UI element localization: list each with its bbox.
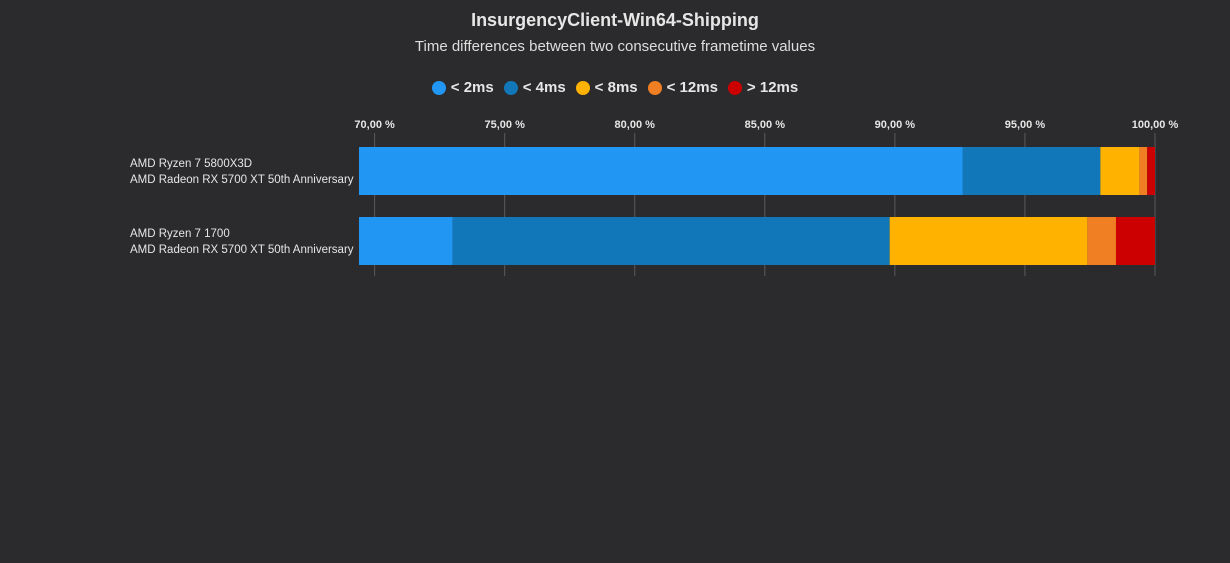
- legend-marker: [647, 80, 662, 95]
- x-tick-label: 75,00 %: [484, 119, 525, 131]
- legend-label: < 12ms: [666, 79, 718, 96]
- bar-segment[interactable]: [1115, 217, 1155, 265]
- bar-segment[interactable]: [1100, 147, 1140, 195]
- legend-marker: [575, 80, 590, 95]
- category-label-line1: AMD Ryzen 7 1700: [130, 228, 230, 240]
- legend-label: < 2ms: [450, 79, 494, 96]
- legend-marker: [503, 80, 518, 95]
- chart-title: InsurgencyClient-Win64-Shipping: [471, 10, 759, 30]
- legend-item-gt12ms[interactable]: > 12ms: [727, 79, 799, 96]
- category-label-line2: AMD Radeon RX 5700 XT 50th Anniversary: [130, 244, 354, 256]
- bar-segment[interactable]: [359, 217, 453, 265]
- x-tick-label: 100,00 %: [1132, 119, 1179, 131]
- bar-segment[interactable]: [1139, 147, 1148, 195]
- x-tick-label: 85,00 %: [745, 119, 786, 131]
- legend-marker: [727, 80, 742, 95]
- legend-item-lt12ms[interactable]: < 12ms: [647, 79, 718, 96]
- x-tick-label: 70,00 %: [354, 119, 395, 131]
- legend-item-lt4ms[interactable]: < 4ms: [503, 79, 566, 96]
- legend-marker: [431, 80, 446, 95]
- category-label-1: AMD Ryzen 7 5800X3D AMD Radeon RX 5700 X…: [130, 156, 354, 188]
- bar-segment[interactable]: [889, 217, 1088, 265]
- legend-label: > 12ms: [746, 79, 799, 96]
- chart-subtitle: Time differences between two consecutive…: [414, 38, 816, 55]
- bar-segment[interactable]: [962, 147, 1101, 195]
- legend: < 2ms < 4ms < 8ms < 12ms > 12ms: [0, 79, 1230, 96]
- bar-segment[interactable]: [1087, 217, 1116, 265]
- legend-item-lt2ms[interactable]: < 2ms: [431, 79, 494, 96]
- bar-segment[interactable]: [452, 217, 890, 265]
- legend-label: < 4ms: [522, 79, 566, 96]
- x-tick-label: 95,00 %: [1005, 119, 1046, 131]
- bar-segment[interactable]: [359, 147, 963, 195]
- legend-label: < 8ms: [594, 79, 638, 96]
- x-tick-label: 90,00 %: [875, 119, 916, 131]
- bar-segment[interactable]: [1147, 147, 1155, 195]
- x-tick-label: 80,00 %: [615, 119, 656, 131]
- legend-item-lt8ms[interactable]: < 8ms: [575, 79, 638, 96]
- category-label-2: AMD Ryzen 7 1700 AMD Radeon RX 5700 XT 5…: [130, 226, 354, 258]
- category-label-line1: AMD Ryzen 7 5800X3D: [130, 158, 253, 170]
- category-label-line2: AMD Radeon RX 5700 XT 50th Anniversary: [130, 174, 354, 186]
